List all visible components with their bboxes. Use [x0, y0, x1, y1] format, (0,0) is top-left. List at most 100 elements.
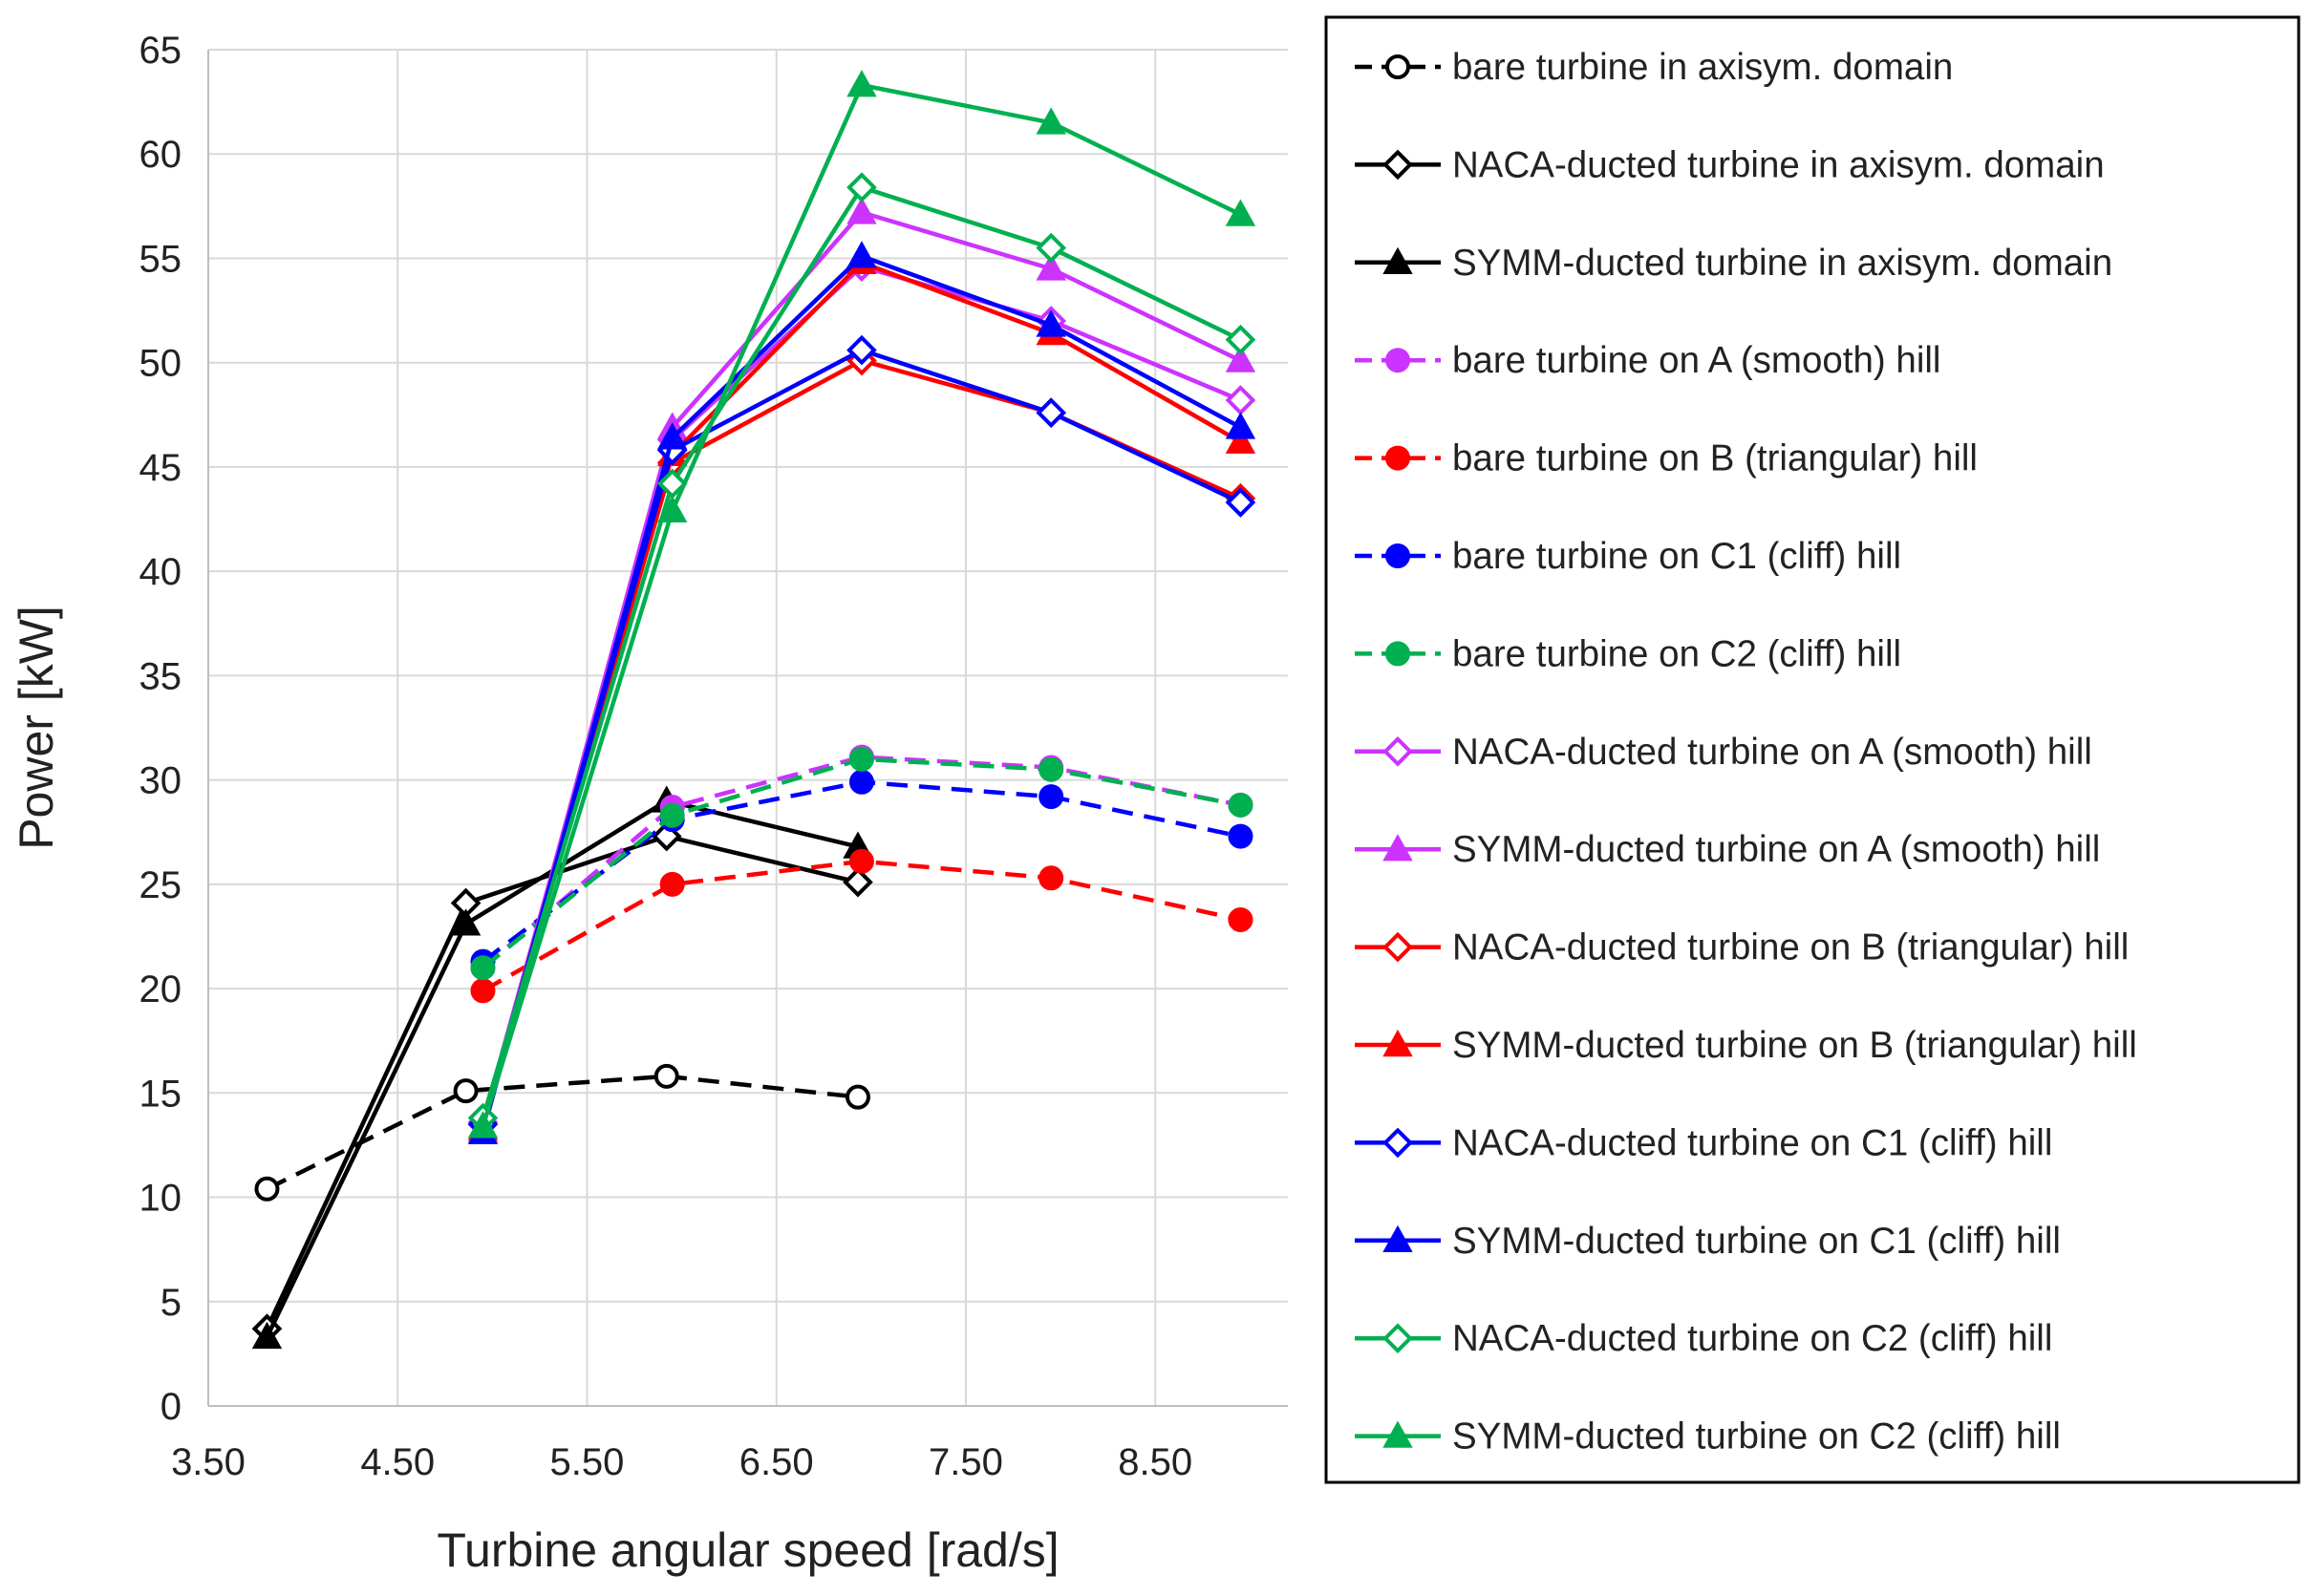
legend-item: SYMM-ducted turbine on C2 (cliff) hill — [1355, 1416, 2061, 1458]
legend-swatch-marker — [1382, 1323, 1413, 1354]
series-bare-turbine-on-c2-cliff-hill — [470, 746, 1253, 981]
data-point — [453, 1078, 479, 1104]
legend-swatch-marker — [1385, 641, 1410, 667]
legend-label: SYMM-ducted turbine on C1 (cliff) hill — [1452, 1221, 2061, 1262]
legend-label: SYMM-ducted turbine on A (smooth) hill — [1452, 829, 2100, 870]
legend-item: SYMM-ducted turbine on A (smooth) hill — [1355, 829, 2100, 870]
legend-label: bare turbine on A (smooth) hill — [1452, 340, 1940, 381]
series-symm-ducted-turbine-on-c2-cliff-hill — [467, 70, 1256, 1138]
data-point — [1225, 426, 1256, 454]
data-point — [848, 848, 874, 874]
series-line — [481, 254, 1242, 1134]
series-line — [265, 834, 859, 1330]
legend: bare turbine in axisym. domain NACA-ducte… — [1324, 15, 2301, 1484]
legend-label: bare turbine on C2 (cliff) hill — [1452, 633, 1901, 674]
data-point — [467, 1111, 499, 1138]
legend-label: NACA-ducted turbine in axisym. domain — [1452, 144, 2105, 185]
legend-label: NACA-ducted turbine on B (triangular) hi… — [1452, 927, 2129, 968]
axes — [207, 50, 1288, 1407]
legend-swatch-marker — [1382, 834, 1413, 862]
data-point — [1225, 345, 1256, 372]
legend-swatch-marker — [1382, 149, 1413, 181]
legend-swatch-marker — [1385, 54, 1410, 79]
legend-swatch-marker — [1382, 1029, 1413, 1057]
data-point — [1225, 487, 1256, 518]
x-tick-label: 3.50 — [171, 1441, 246, 1483]
y-tick-label: 15 — [139, 1073, 182, 1115]
data-point — [1228, 792, 1253, 818]
legend-item: NACA-ducted turbine on B (triangular) hi… — [1355, 927, 2129, 968]
series-line — [481, 264, 1242, 1123]
data-point — [1039, 865, 1064, 891]
series-group — [251, 70, 1256, 1350]
y-tick-label: 35 — [139, 655, 182, 697]
data-point — [1225, 324, 1256, 355]
legend-swatch-marker — [1385, 445, 1410, 471]
legend-item: SYMM-ducted turbine on C1 (cliff) hill — [1355, 1221, 2061, 1262]
series-symm-ducted-turbine-on-c1-cliff-hill — [467, 241, 1256, 1145]
series-bare-turbine-on-b-triangular-hill — [470, 848, 1253, 1004]
legend-item: bare turbine on C2 (cliff) hill — [1355, 633, 1901, 674]
legend-label: bare turbine on B (triangular) hill — [1452, 438, 1978, 479]
data-point — [1039, 756, 1064, 782]
x-axis-title: Turbine angular speed [rad/s] — [437, 1523, 1059, 1577]
series-bare-turbine-in-axisym-domain — [254, 1063, 870, 1202]
data-point — [848, 746, 874, 772]
x-tick-label: 7.50 — [929, 1441, 1003, 1483]
data-point — [1225, 412, 1256, 439]
data-point — [653, 1063, 679, 1089]
data-point — [846, 334, 877, 366]
data-point — [1225, 385, 1256, 415]
legend-label: NACA-ducted turbine on C1 (cliff) hill — [1452, 1122, 2052, 1163]
y-tick-label: 20 — [139, 968, 182, 1011]
data-point — [846, 172, 877, 203]
data-point — [470, 978, 496, 1004]
legend-label: bare turbine on C1 (cliff) hill — [1452, 536, 1901, 577]
data-point — [659, 871, 685, 897]
y-axis-title: Power [kW] — [10, 606, 63, 850]
data-point — [1036, 397, 1067, 428]
data-point — [450, 908, 482, 936]
legend-swatch-marker — [1382, 1420, 1413, 1448]
series-line — [266, 1074, 859, 1191]
x-tick-label: 5.50 — [550, 1441, 625, 1483]
y-tick-label: 5 — [161, 1282, 182, 1324]
data-point — [1036, 107, 1066, 135]
legend-label: SYMM-ducted turbine on B (triangular) hi… — [1452, 1025, 2137, 1066]
legend-label: NACA-ducted turbine on C2 (cliff) hill — [1452, 1318, 2052, 1359]
data-point — [251, 1321, 283, 1350]
data-point — [254, 1176, 280, 1202]
x-tick-label: 4.50 — [360, 1441, 435, 1483]
axis-labels: 0 5 10 15 20 25 30 35 40 45 50 55 60 65 3.50 4.50 5.50 6.… — [10, 30, 1192, 1577]
data-point — [1228, 823, 1253, 849]
data-point — [470, 955, 496, 981]
data-point — [1036, 309, 1066, 337]
y-tick-label: 55 — [139, 238, 182, 280]
legend-item: bare turbine on A (smooth) hill — [1355, 340, 1940, 381]
y-tick-label: 30 — [139, 760, 182, 802]
y-tick-label: 45 — [139, 447, 182, 489]
data-point — [845, 1084, 870, 1110]
series-line — [481, 260, 1242, 1130]
legend-item: SYMM-ducted turbine on B (triangular) hi… — [1355, 1025, 2137, 1066]
data-point — [1036, 232, 1067, 264]
legend-swatch-marker — [1382, 1224, 1413, 1252]
series-line — [481, 184, 1242, 1119]
grid — [208, 49, 1288, 1406]
legend-swatch-marker — [1385, 543, 1410, 568]
x-tick-label: 8.50 — [1118, 1441, 1192, 1483]
series-line — [265, 798, 859, 1338]
legend-label: NACA-ducted turbine on A (smooth) hill — [1452, 732, 2092, 773]
data-point — [1039, 784, 1064, 810]
legend-swatch-marker — [1385, 348, 1410, 373]
y-tick-label: 40 — [139, 551, 182, 593]
legend-swatch-marker — [1382, 931, 1413, 963]
legend-item: NACA-ducted turbine on A (smooth) hill — [1355, 732, 2092, 773]
y-tick-label: 65 — [139, 30, 182, 72]
data-point — [657, 495, 688, 522]
y-tick-label: 0 — [161, 1386, 182, 1428]
legend-item: NACA-ducted turbine in axisym. domain — [1355, 144, 2105, 185]
data-point — [1225, 199, 1256, 226]
y-tick-label: 60 — [139, 134, 182, 176]
